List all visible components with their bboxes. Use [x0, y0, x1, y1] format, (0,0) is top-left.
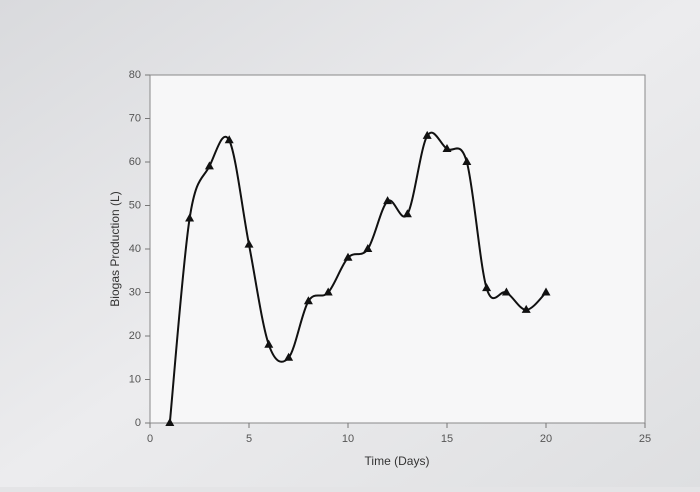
marker	[501, 287, 511, 296]
x-axis-title: Time (Days)	[365, 454, 430, 468]
x-tick-label: 15	[441, 433, 453, 445]
y-tick-label: 20	[129, 330, 141, 342]
marker	[185, 213, 195, 222]
y-tick-label: 10	[129, 373, 141, 385]
x-tick-label: 25	[639, 433, 651, 445]
marker	[284, 352, 294, 361]
y-tick-label: 60	[129, 156, 141, 168]
x-tick-label: 20	[540, 433, 552, 445]
y-tick-label: 0	[135, 417, 141, 429]
marker	[204, 161, 214, 170]
y-tick-label: 50	[129, 199, 141, 211]
marker	[541, 287, 551, 296]
marker	[264, 339, 274, 348]
marker	[442, 143, 452, 152]
marker	[521, 304, 531, 313]
marker	[482, 283, 492, 292]
y-axis-title: Biogas Production (L)	[108, 191, 122, 306]
y-tick-label: 70	[129, 112, 141, 124]
marker	[422, 130, 432, 139]
y-tick-label: 30	[129, 286, 141, 298]
marker	[402, 209, 412, 218]
y-tick-label: 40	[129, 243, 141, 255]
y-tick-label: 80	[129, 69, 141, 81]
marker	[462, 157, 472, 165]
marker	[303, 296, 313, 305]
marker	[244, 239, 254, 248]
x-tick-label: 10	[342, 433, 354, 445]
marker	[363, 244, 373, 252]
marker	[165, 418, 175, 426]
marker	[224, 135, 234, 144]
marker	[383, 196, 393, 205]
x-tick-label: 5	[246, 433, 252, 445]
marker	[343, 252, 353, 261]
x-tick-label: 0	[147, 433, 153, 445]
marker	[323, 287, 333, 296]
plot-area	[149, 74, 646, 424]
